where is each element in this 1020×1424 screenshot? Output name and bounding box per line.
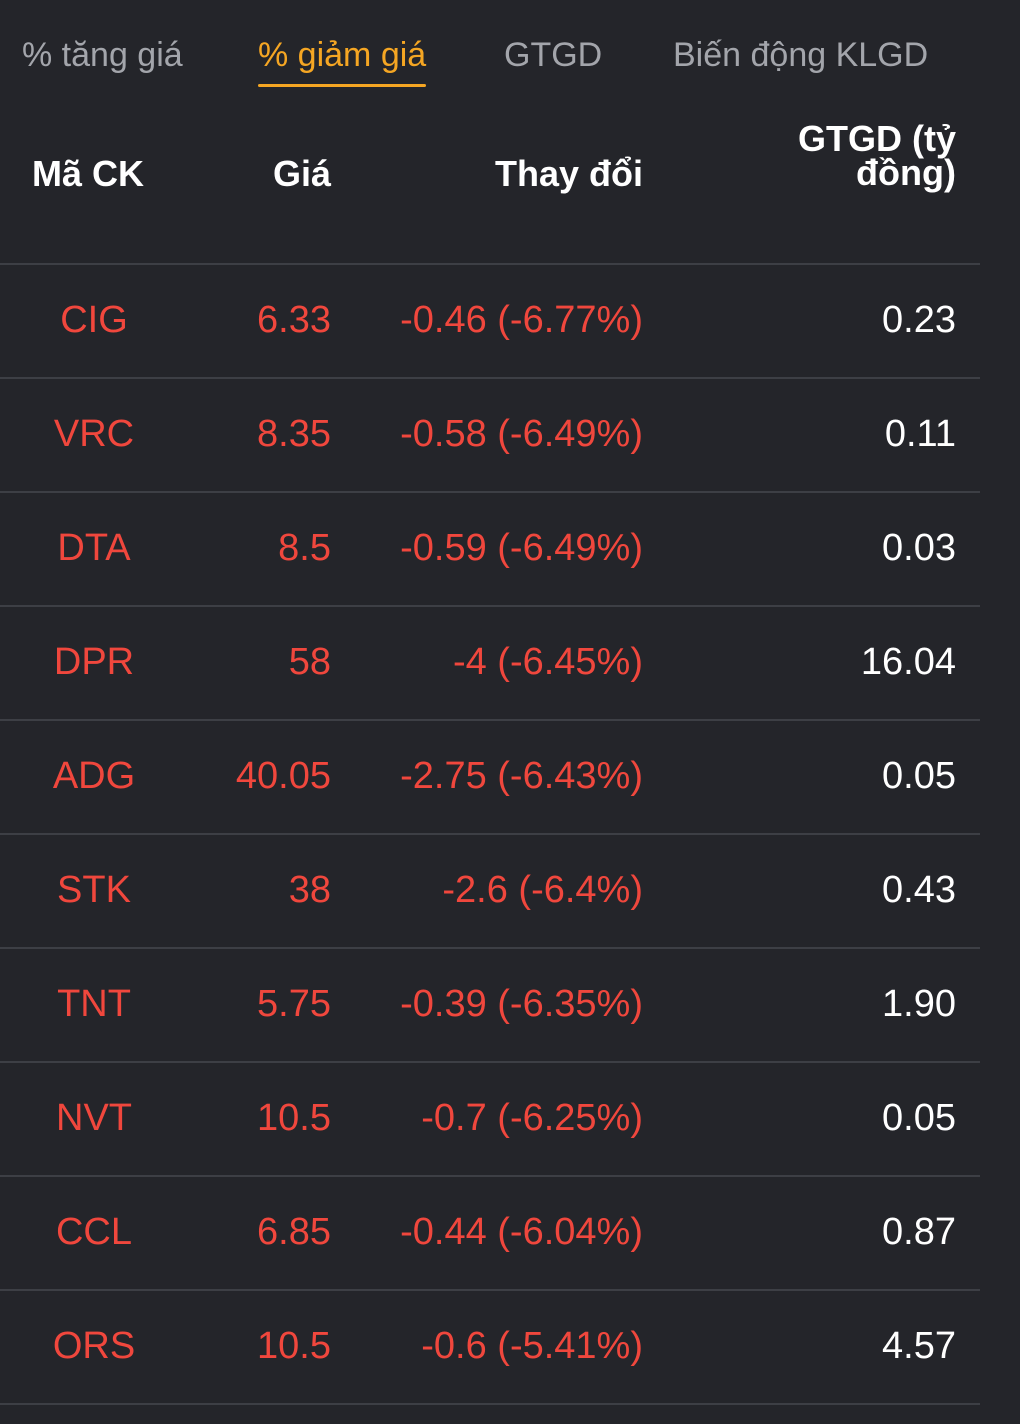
stock-symbol[interactable]: ADG xyxy=(52,755,136,797)
table-row[interactable]: ORS 10.5 -0.6 (-5.41%) 4.57 xyxy=(0,1291,980,1405)
price-change: -0.6 (-5.41%) xyxy=(421,1325,643,1367)
table-row[interactable]: CCL 6.85 -0.44 (-6.04%) 0.87 xyxy=(0,1177,980,1291)
trading-value: 0.87 xyxy=(882,1211,956,1253)
table-row[interactable]: CIG 6.33 -0.46 (-6.77%) 0.23 xyxy=(0,265,980,379)
trading-value: 0.23 xyxy=(882,299,956,341)
tab-label: % tăng giá xyxy=(22,36,183,74)
stock-symbol[interactable]: ORS xyxy=(52,1325,136,1367)
stock-price: 6.85 xyxy=(257,1211,331,1253)
trading-value: 16.04 xyxy=(860,641,956,683)
price-change: -0.7 (-6.25%) xyxy=(421,1097,643,1139)
table-row[interactable]: TNT 5.75 -0.39 (-6.35%) 1.90 xyxy=(0,949,980,1063)
price-change: -0.59 (-6.49%) xyxy=(400,527,643,569)
tab-volume-change[interactable]: Biến động KLGD xyxy=(673,34,928,76)
tab-label: GTGD xyxy=(504,36,603,74)
stock-price: 58 xyxy=(288,641,331,683)
tab-trading-value[interactable]: GTGD xyxy=(504,34,602,76)
header-trading-value-line1: GTGD (tỷ xyxy=(798,118,956,159)
table-body: CIG 6.33 -0.46 (-6.77%) 0.23 VRC 8.35 -0… xyxy=(0,265,980,1405)
trading-value: 0.43 xyxy=(882,869,956,911)
table-row[interactable]: STK 38 -2.6 (-6.4%) 0.43 xyxy=(0,835,980,949)
price-change: -0.39 (-6.35%) xyxy=(400,983,643,1025)
tab-top-gainers[interactable]: % tăng giá xyxy=(22,34,183,76)
trading-value: 1.90 xyxy=(882,983,956,1025)
header-change: Thay đổi xyxy=(494,153,643,194)
price-change: -0.44 (-6.04%) xyxy=(400,1211,643,1253)
stock-price: 8.35 xyxy=(257,413,331,455)
price-change: -2.75 (-6.43%) xyxy=(400,755,643,797)
trading-value: 0.11 xyxy=(884,413,956,455)
price-change: -0.46 (-6.77%) xyxy=(400,299,643,341)
stock-price: 10.5 xyxy=(257,1325,331,1367)
header-symbol: Mã CK xyxy=(32,153,145,194)
stock-symbol[interactable]: CIG xyxy=(60,299,128,341)
table-row[interactable]: VRC 8.35 -0.58 (-6.49%) 0.11 xyxy=(0,379,980,493)
price-change: -2.6 (-6.4%) xyxy=(442,869,643,911)
stock-price: 8.5 xyxy=(278,527,331,569)
trading-value: 0.05 xyxy=(882,755,956,797)
header-trading-value-line2: đồng) xyxy=(856,152,956,193)
price-change: -0.58 (-6.49%) xyxy=(400,413,643,455)
table-row[interactable]: NVT 10.5 -0.7 (-6.25%) 0.05 xyxy=(0,1063,980,1177)
stock-symbol[interactable]: VRC xyxy=(53,413,135,455)
stock-symbol[interactable]: CCL xyxy=(55,1211,133,1253)
header-trading-value: GTGD (tỷ đồng) xyxy=(798,118,956,193)
header-price: Giá xyxy=(272,153,331,194)
stock-price: 5.75 xyxy=(257,983,331,1025)
stock-symbol[interactable]: DPR xyxy=(53,641,135,683)
table-row[interactable]: DTA 8.5 -0.59 (-6.49%) 0.03 xyxy=(0,493,980,607)
tab-label: Biến động KLGD xyxy=(673,36,929,74)
stock-symbol[interactable]: STK xyxy=(57,869,131,911)
trading-value: 0.05 xyxy=(882,1097,956,1139)
stock-symbol[interactable]: DTA xyxy=(57,527,131,569)
stock-price: 40.05 xyxy=(235,755,331,797)
tab-label: % giảm giá xyxy=(258,36,427,74)
tab-top-losers[interactable]: % giảm giá xyxy=(258,34,427,87)
price-change: -4 (-6.45%) xyxy=(452,641,643,683)
stock-symbol[interactable]: NVT xyxy=(56,1097,132,1139)
stock-price: 38 xyxy=(288,869,331,911)
stock-price: 10.5 xyxy=(257,1097,331,1139)
table-row[interactable]: DPR 58 -4 (-6.45%) 16.04 xyxy=(0,607,980,721)
table-header: Mã CK Giá Thay đổi GTGD (tỷ đồng) xyxy=(0,100,980,265)
active-tab-indicator xyxy=(258,84,427,87)
stock-price: 6.33 xyxy=(257,299,331,341)
trading-value: 4.57 xyxy=(882,1325,956,1367)
tab-bar: % tăng giá % giảm giá GTGD Biến động KLG… xyxy=(0,0,1020,100)
trading-value: 0.03 xyxy=(882,527,956,569)
stock-symbol[interactable]: TNT xyxy=(57,983,131,1025)
table-row[interactable]: ADG 40.05 -2.75 (-6.43%) 0.05 xyxy=(0,721,980,835)
